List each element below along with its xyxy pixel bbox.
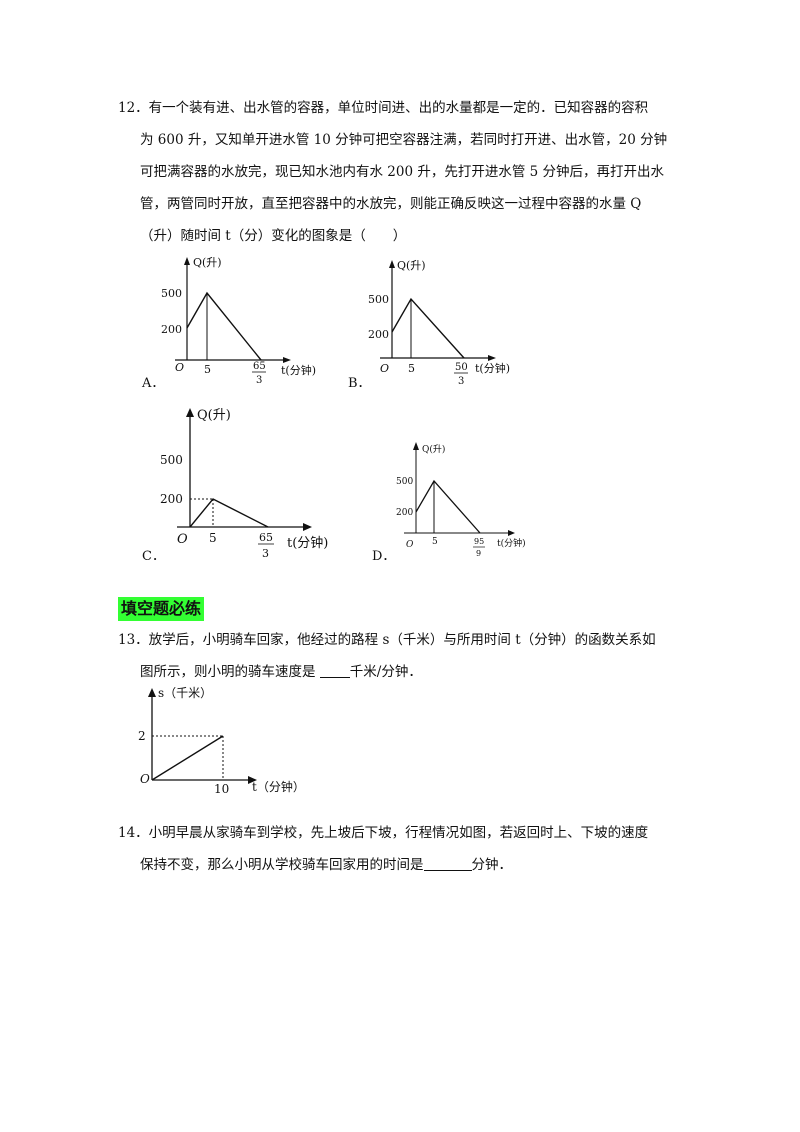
option-b-graph[interactable]: Q(升) t(分钟) O 500 200 5 50 3 — [365, 258, 530, 388]
option-b-end-num: 50 — [455, 362, 468, 373]
q13-line-2-text: 图所示，则小明的骑车速度是 — [140, 664, 320, 680]
option-d-label[interactable]: D． — [372, 549, 396, 564]
option-b-x-label: t(分钟) — [475, 361, 510, 375]
option-c-end-den: 3 — [262, 547, 269, 560]
q14-line-1: 14．小明早晨从家骑车到学校，先上坡后下坡，行程情况如图，若返回时上、下坡的速度 — [118, 825, 649, 841]
option-a-origin: O — [175, 361, 184, 374]
option-b-origin: O — [380, 362, 389, 375]
option-a-tick-500: 500 — [161, 287, 182, 300]
option-b-label[interactable]: B． — [348, 376, 371, 391]
q12-line-2: 为 600 升，又知单开进水管 10 分钟可把空容器注满，若同时打开进、出水管，… — [140, 132, 668, 148]
question-12: 12．有一个装有进、出水管的容器，单位时间进、出的水量都是一定的．已知容器的容积… — [118, 92, 698, 252]
option-b-line — [391, 297, 465, 359]
option-c-label[interactable]: C． — [142, 549, 165, 564]
option-c-origin: O — [177, 532, 188, 547]
option-d-end-den: 9 — [476, 549, 481, 558]
option-a-graph[interactable]: Q(升) t(分钟) O 500 200 5 65 3 — [155, 255, 325, 390]
option-d-line — [415, 479, 481, 534]
option-b-tick-500: 500 — [368, 293, 389, 306]
option-c-tick-500: 500 — [160, 453, 183, 467]
section-heading: 填空题必练 — [118, 597, 205, 621]
option-d-graph[interactable]: Q(升) t(分钟) O 500 200 5 95 9 — [392, 440, 537, 565]
option-c-tick-5: 5 — [209, 531, 217, 545]
option-d-end-num: 95 — [474, 537, 484, 546]
q13-line-1: 13．放学后，小明骑车回家，他经过的路程 s（千米）与所用时间 t（分钟）的函数… — [118, 632, 656, 648]
option-b-tick-200: 200 — [368, 328, 389, 341]
option-a-tick-5: 5 — [204, 363, 211, 376]
q13-origin: O — [140, 772, 150, 786]
q13-x-label: t（分钟） — [252, 779, 305, 794]
option-b-end-den: 3 — [458, 376, 464, 387]
option-c-graph[interactable]: Q(升) t(分钟) O 500 200 5 65 3 — [155, 405, 345, 565]
option-a-y-label: Q(升) — [193, 256, 222, 269]
option-a-tick-200: 200 — [161, 323, 182, 336]
q12-line-5: （升）随时间 t（分）变化的图象是（ ） — [140, 228, 407, 244]
option-a-line — [186, 291, 262, 361]
option-a-end-num: 65 — [253, 361, 266, 372]
q14-line-2-unit: 分钟． — [471, 857, 513, 873]
option-d-y-label: Q(升) — [422, 444, 445, 455]
option-d-tick-5: 5 — [432, 537, 438, 547]
option-c-line — [189, 498, 269, 528]
option-a-label[interactable]: A． — [142, 376, 165, 391]
option-d-origin: O — [406, 540, 414, 550]
question-13: 13．放学后，小明骑车回家，他经过的路程 s（千米）与所用时间 t（分钟）的函数… — [118, 624, 698, 688]
option-c-tick-200: 200 — [160, 492, 183, 506]
q13-line-2-unit: 千米/分钟． — [349, 664, 422, 680]
q13-line — [151, 735, 224, 781]
q13-tick-10: 10 — [214, 782, 229, 796]
option-d-x-label: t(分钟) — [497, 537, 526, 549]
q13-graph: s（千米） t（分钟） O 2 10 — [138, 686, 305, 796]
q13-y-label: s（千米） — [158, 686, 212, 700]
option-b-y-label: Q(升) — [397, 259, 426, 272]
q12-line-3: 可把满容器的水放完，现已知水池内有水 200 升，先打开进水管 5 分钟后，再打… — [140, 164, 665, 180]
option-b-tick-5: 5 — [408, 362, 415, 375]
option-c-x-label: t(分钟) — [287, 535, 328, 551]
question-14: 14．小明早晨从家骑车到学校，先上坡后下坡，行程情况如图，若返回时上、下坡的速度… — [118, 817, 698, 881]
q14-answer-blank[interactable] — [423, 852, 472, 871]
q13-tick-2: 2 — [138, 729, 146, 743]
q14-line-2-text: 保持不变，那么小明从学校骑车回家用的时间是 — [140, 857, 424, 873]
q12-line-1: 12．有一个装有进、出水管的容器，单位时间进、出的水量都是一定的．已知容器的容积 — [118, 100, 649, 116]
option-d-tick-500: 500 — [396, 477, 413, 487]
option-a-x-label: t(分钟) — [281, 363, 316, 377]
option-c-end-num: 65 — [259, 531, 273, 544]
option-a-end-den: 3 — [256, 375, 262, 386]
q14-line-2: 保持不变，那么小明从学校骑车回家用的时间是 分钟． — [118, 849, 698, 881]
option-d-tick-200: 200 — [396, 508, 413, 518]
option-c-y-label: Q(升) — [197, 408, 231, 423]
q13-answer-blank[interactable] — [319, 659, 350, 678]
q12-line-4: 管，两管同时开放，直至把容器中的水放完，则能正确反映这一过程中容器的水量 Q — [140, 196, 642, 212]
q13-line-2: 图所示，则小明的骑车速度是 千米/分钟． — [118, 656, 698, 688]
